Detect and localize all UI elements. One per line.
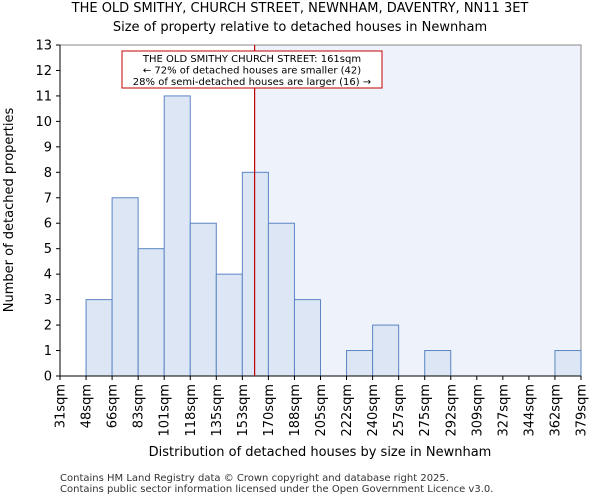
bar: [163, 95, 191, 377]
x-tick-label: 101sqm: [158, 384, 173, 437]
annotation-line: ← 72% of detached houses are smaller (42…: [143, 66, 361, 77]
x-tick-label: 275sqm: [418, 384, 433, 437]
x-tick-label: 135sqm: [210, 384, 225, 437]
y-tick-label: 1: [44, 344, 52, 359]
chart-title-line1: THE OLD SMITHY, CHURCH STREET, NEWNHAM, …: [71, 1, 529, 16]
x-tick-label: 83sqm: [132, 384, 147, 428]
y-tick-label: 6: [44, 217, 52, 232]
y-tick-label: 13: [35, 39, 52, 54]
bar: [424, 350, 452, 377]
y-tick-label: 8: [44, 166, 52, 181]
annotation-line: 28% of semi-detached houses are larger (…: [133, 77, 371, 88]
x-tick-label: 362sqm: [548, 384, 563, 437]
bar: [189, 222, 217, 377]
bar: [241, 171, 269, 377]
x-tick-label: 222sqm: [340, 384, 355, 437]
footer-licence: Contains public sector information licen…: [60, 484, 494, 495]
bar: [293, 299, 322, 377]
x-tick-label: 170sqm: [262, 384, 277, 437]
bar: [267, 222, 295, 377]
annotation-box: [121, 50, 383, 89]
x-tick-label: 379sqm: [575, 384, 590, 437]
bar: [111, 197, 139, 377]
bar: [346, 350, 374, 377]
y-tick-label: 2: [44, 319, 52, 334]
y-tick-label: 4: [44, 268, 52, 283]
x-tick-label: 327sqm: [496, 384, 511, 437]
x-axis-label: Distribution of detached houses by size …: [149, 445, 492, 460]
y-tick-label: 3: [44, 293, 52, 308]
bar: [554, 350, 582, 377]
x-tick-label: 153sqm: [236, 384, 251, 437]
x-tick-label: 205sqm: [314, 384, 329, 437]
x-tick-label: 292sqm: [444, 384, 459, 437]
x-tick-label: 188sqm: [288, 384, 303, 437]
x-tick-label: 31sqm: [54, 384, 69, 428]
footer-copyright: Contains HM Land Registry data © Crown c…: [60, 473, 449, 484]
annotation-line: THE OLD SMITHY CHURCH STREET: 161sqm: [142, 54, 361, 65]
x-tick-label: 309sqm: [470, 384, 485, 437]
bar: [137, 248, 165, 377]
histogram-chart: THE OLD SMITHY, CHURCH STREET, NEWNHAM, …: [2, 1, 590, 460]
bar: [215, 273, 243, 377]
x-tick-label: 344sqm: [522, 384, 537, 437]
y-tick-label: 9: [44, 140, 52, 155]
y-tick-label: 11: [35, 89, 52, 104]
x-tick-label: 66sqm: [106, 384, 121, 428]
x-tick-label: 118sqm: [184, 384, 199, 437]
y-tick-label: 12: [35, 64, 52, 79]
y-tick-label: 7: [44, 191, 52, 206]
y-tick-label: 10: [35, 115, 52, 130]
chart-title-line2: Size of property relative to detached ho…: [113, 20, 487, 35]
x-tick-label: 240sqm: [366, 384, 381, 437]
y-tick-label: 5: [44, 242, 52, 257]
y-tick-label: 0: [44, 370, 52, 385]
x-tick-label: 48sqm: [80, 384, 95, 428]
x-tick-label: 257sqm: [392, 384, 407, 437]
bar: [85, 299, 113, 377]
y-axis-label: Number of detached properties: [2, 108, 17, 313]
bar: [372, 324, 400, 377]
